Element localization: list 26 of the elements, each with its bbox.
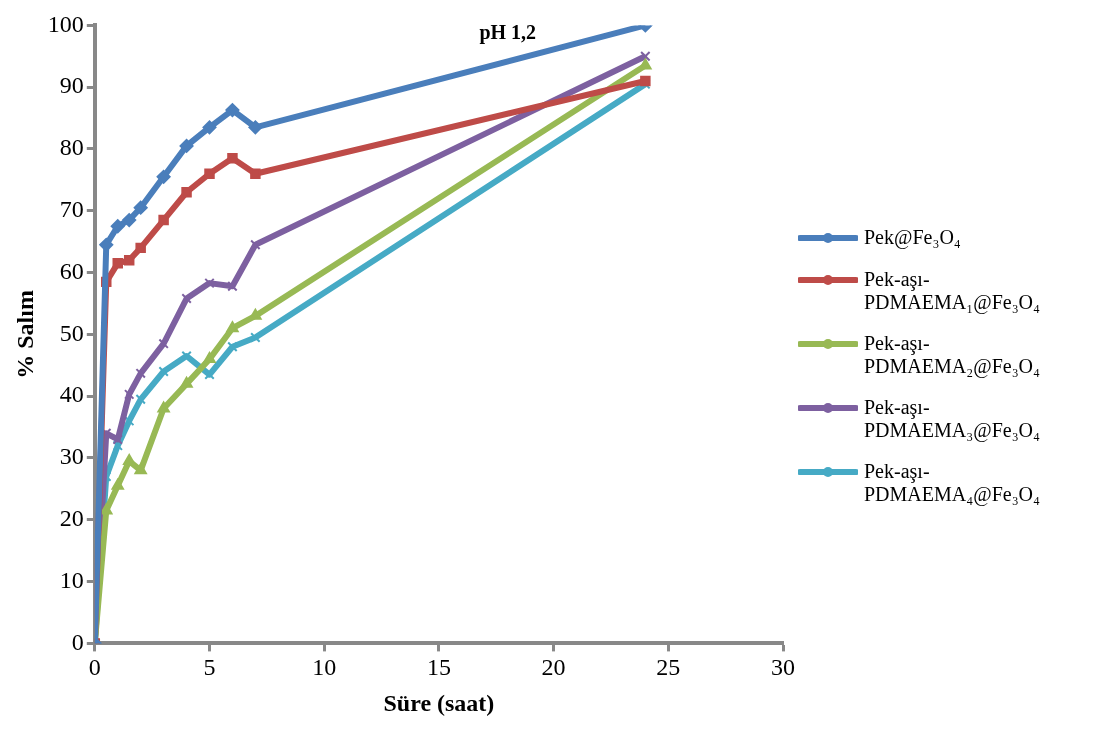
- y-axis-title: % Salım: [11, 290, 38, 379]
- x-tick-label: 5: [203, 654, 216, 681]
- y-tick-label: 10: [59, 566, 84, 593]
- y-tick-label: 30: [59, 443, 84, 470]
- x-axis-title: Süre (saat): [383, 689, 495, 716]
- y-tick-label: 70: [59, 196, 84, 223]
- y-tick-label: 40: [59, 381, 84, 408]
- y-tick-label: 50: [59, 319, 84, 346]
- x-tick-label: 20: [541, 654, 566, 681]
- y-tick-label: 90: [59, 72, 84, 99]
- x-tick-label: 30: [771, 654, 795, 681]
- annotation: pH 1,2: [479, 20, 537, 44]
- y-tick-label: 60: [59, 257, 84, 284]
- y-tick-label: 100: [47, 10, 84, 37]
- x-tick-label: 25: [656, 654, 681, 681]
- x-tick-label: 15: [426, 654, 451, 681]
- legend-label: Pek-aşı-PDMAEMA₄@Fe₃O₄: [864, 459, 1041, 506]
- y-tick-label: 0: [71, 628, 84, 655]
- x-tick-label: 10: [312, 654, 337, 681]
- y-tick-label: 80: [59, 134, 84, 161]
- legend-label: Pek-aşı-PDMAEMA₂@Fe₃O₄: [864, 331, 1041, 378]
- legend-label: Pek-aşı-PDMAEMA₃@Fe₃O₄: [864, 395, 1041, 442]
- legend-label: Pek@Fe₃O₄: [864, 225, 962, 249]
- x-tick-label: 0: [88, 654, 101, 681]
- y-tick-label: 20: [59, 505, 84, 532]
- legend-label: Pek-aşı-PDMAEMA₁@Fe₃O₄: [864, 267, 1041, 314]
